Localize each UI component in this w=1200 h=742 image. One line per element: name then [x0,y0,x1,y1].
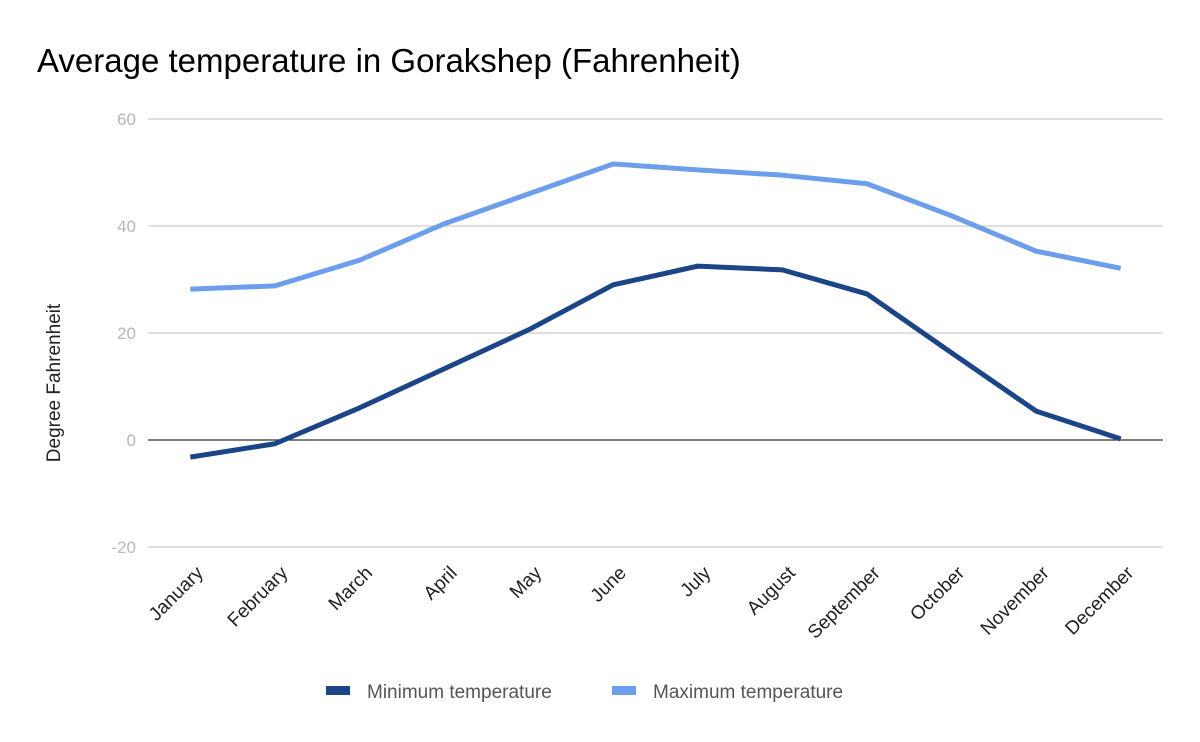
y-tick-label: 60 [117,110,136,129]
y-tick-label: 0 [127,431,136,450]
y-axis-label: Degree Fahrenheit [44,303,65,462]
series-line-minimum-temperature [189,263,1122,460]
series-lines [189,161,1122,460]
legend: Minimum temperature Maximum temperature [326,682,843,703]
x-tick-label: November [977,562,1054,639]
x-tick-label: August [743,562,800,619]
x-tick-label: June [587,563,631,607]
gridlines [148,118,1163,548]
x-tick-label: January [145,562,208,625]
y-tick-label: 40 [117,217,136,236]
chart-title: Average temperature in Gorakshep (Fahren… [37,42,741,79]
x-tick-label: April [420,563,462,605]
legend-label: Maximum temperature [653,682,843,703]
legend-label: Minimum temperature [367,682,552,703]
x-tick-label: October [906,562,969,625]
x-tick-label: July [677,562,716,601]
x-tick-label: February [224,562,293,631]
x-tick-label: March [325,563,377,615]
legend-swatch [326,686,350,695]
x-tick-label: December [1061,562,1138,639]
x-tick-labels: January February March April May June July Augu… [145,562,1139,643]
x-tick-label: May [506,562,547,603]
series-line-maximum-temperature [190,161,1122,292]
y-tick-labels: -20 0 20 40 60 [111,110,136,557]
y-tick-label: 20 [117,324,136,343]
x-tick-label: September [804,562,885,643]
y-tick-label: -20 [111,538,136,557]
legend-swatch [612,686,636,695]
